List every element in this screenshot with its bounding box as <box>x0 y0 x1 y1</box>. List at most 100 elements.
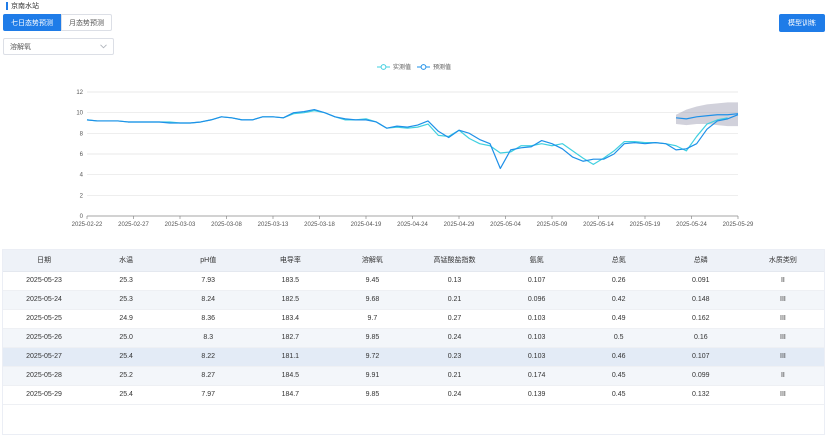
x-tick-label: 2025-02-22 <box>72 222 103 228</box>
table-cell: 8.36 <box>167 309 250 329</box>
y-tick-label: 0 <box>80 214 84 220</box>
column-header: 总氮 <box>577 250 660 272</box>
table-cell: III <box>741 347 824 367</box>
x-tick-label: 2025-05-19 <box>630 222 661 228</box>
indicator-select[interactable]: 溶解氧 <box>3 38 114 55</box>
table-cell: 0.107 <box>495 271 578 291</box>
table-cell: 182.7 <box>249 328 332 348</box>
table-cell: 0.099 <box>659 366 742 386</box>
table-cell: 0.26 <box>577 271 660 291</box>
table-cell: III <box>741 290 824 310</box>
table-cell: 0.5 <box>577 328 660 348</box>
table-cell: 0.42 <box>577 290 660 310</box>
dissolved-oxygen-chart: 0 2 4 6 8 10 12 2025-02-22 2025-02-27 2025-03-03 2… <box>72 63 754 228</box>
table-cell: 0.091 <box>659 271 742 291</box>
x-tick-label: 2025-02-27 <box>118 222 149 228</box>
table-cell: 2025-05-29 <box>3 385 86 405</box>
table-cell: 25.3 <box>85 290 168 310</box>
column-header: pH值 <box>167 250 250 272</box>
column-header: 氨氮 <box>495 250 578 272</box>
y-tick-label: 10 <box>76 111 83 117</box>
table-cell: 184.7 <box>249 385 332 405</box>
x-tick-label: 2025-05-09 <box>537 222 568 228</box>
table-row: 2025-05-29 25.4 7.97 184.7 9.85 0.24 0.139 0.45… <box>3 385 824 405</box>
table-cell: 25.4 <box>85 385 168 405</box>
table-cell: 7.97 <box>167 385 250 405</box>
table-row: 2025-05-23 25.3 7.93 183.5 9.45 0.13 0.107 0.26… <box>3 271 824 291</box>
table-cell: 0.27 <box>413 309 496 329</box>
table-cell: 25.4 <box>85 347 168 367</box>
table-cell: III <box>741 309 824 329</box>
x-tick-label: 2025-05-29 <box>723 222 754 228</box>
y-tick-label: 4 <box>80 173 84 179</box>
forecast-table: 日期 水温 pH值 电导率 溶解氧 高锰酸盐指数 氨氮 总氮 总磷 水质类别 2025-05-23… <box>2 249 825 435</box>
table-cell: 183.5 <box>249 271 332 291</box>
forecast-tabs: 七日态势预测 月态势预测 <box>3 14 112 31</box>
x-tick-label: 2025-04-24 <box>397 222 428 228</box>
table-cell: 0.148 <box>659 290 742 310</box>
chevron-down-icon <box>99 43 107 51</box>
table-cell: 0.132 <box>659 385 742 405</box>
table-cell: 9.72 <box>331 347 414 367</box>
y-tick-label: 2 <box>80 193 84 199</box>
table-cell: 0.45 <box>577 385 660 405</box>
legend-marker-icon <box>380 64 387 70</box>
column-header: 总磷 <box>659 250 742 272</box>
column-header: 高锰酸盐指数 <box>413 250 496 272</box>
tab-seven-day-forecast[interactable]: 七日态势预测 <box>3 14 61 31</box>
table-cell: 9.68 <box>331 290 414 310</box>
table-cell: 2025-05-28 <box>3 366 86 386</box>
table-cell: III <box>741 385 824 405</box>
table-cell: 0.49 <box>577 309 660 329</box>
title-accent-bar <box>6 1 8 10</box>
table-cell: 0.46 <box>577 347 660 367</box>
tab-monthly-forecast[interactable]: 月态势预测 <box>61 14 112 31</box>
table-cell: 25.2 <box>85 366 168 386</box>
table-cell: 9.7 <box>331 309 414 329</box>
table-cell: 184.5 <box>249 366 332 386</box>
table-row: 2025-05-28 25.2 8.27 184.5 9.91 0.21 0.174 0.45… <box>3 366 824 386</box>
station-title: 京南水站 <box>6 1 39 10</box>
x-tick-label: 2025-05-24 <box>676 222 707 228</box>
y-tick-label: 12 <box>76 90 83 96</box>
station-name: 京南水站 <box>11 2 39 10</box>
table-cell: 9.85 <box>331 385 414 405</box>
table-cell: 0.096 <box>495 290 578 310</box>
table-row: 2025-05-24 25.3 8.24 182.5 9.68 0.21 0.096 0.42… <box>3 290 824 310</box>
x-tick-label: 2025-03-08 <box>211 222 242 228</box>
table-cell: 0.16 <box>659 328 742 348</box>
train-model-button[interactable]: 模型训练 <box>779 14 825 32</box>
table-cell: 2025-05-24 <box>3 290 86 310</box>
table-cell: 9.85 <box>331 328 414 348</box>
table-cell: 25.3 <box>85 271 168 291</box>
column-header: 日期 <box>3 250 86 272</box>
x-tick-label: 2025-04-29 <box>444 222 475 228</box>
table-cell: 181.1 <box>249 347 332 367</box>
table-cell: 0.45 <box>577 366 660 386</box>
x-tick-label: 2025-03-03 <box>165 222 196 228</box>
x-tick-label: 2025-05-04 <box>490 222 521 228</box>
table-cell: 8.27 <box>167 366 250 386</box>
table-cell: 8.3 <box>167 328 250 348</box>
table-cell: 2025-05-26 <box>3 328 86 348</box>
table-cell: 183.4 <box>249 309 332 329</box>
x-tick-label: 2025-03-18 <box>304 222 335 228</box>
table-cell: 0.107 <box>659 347 742 367</box>
indicator-select-value: 溶解氧 <box>10 43 31 51</box>
table-cell: 0.21 <box>413 290 496 310</box>
table-header-row: 日期 水温 pH值 电导率 溶解氧 高锰酸盐指数 氨氮 总氮 总磷 水质类别 <box>3 250 824 272</box>
table-cell: 0.103 <box>495 347 578 367</box>
table-cell: 2025-05-27 <box>3 347 86 367</box>
table-cell: II <box>741 366 824 386</box>
table-cell: 7.93 <box>167 271 250 291</box>
table-cell: 0.162 <box>659 309 742 329</box>
legend-label: 预测值 <box>433 63 451 71</box>
table-row: 2025-05-27 25.4 8.22 181.1 9.72 0.23 0.103 0.46… <box>3 347 824 367</box>
table-cell: 0.24 <box>413 385 496 405</box>
forecast-band-median-line <box>675 113 739 120</box>
table-cell: 0.21 <box>413 366 496 386</box>
table-cell: 24.9 <box>85 309 168 329</box>
legend-marker-icon <box>420 64 427 70</box>
table-row: 2025-05-26 25.0 8.3 182.7 9.85 0.24 0.103 0.5 0.… <box>3 328 824 348</box>
column-header: 水质类别 <box>741 250 824 272</box>
